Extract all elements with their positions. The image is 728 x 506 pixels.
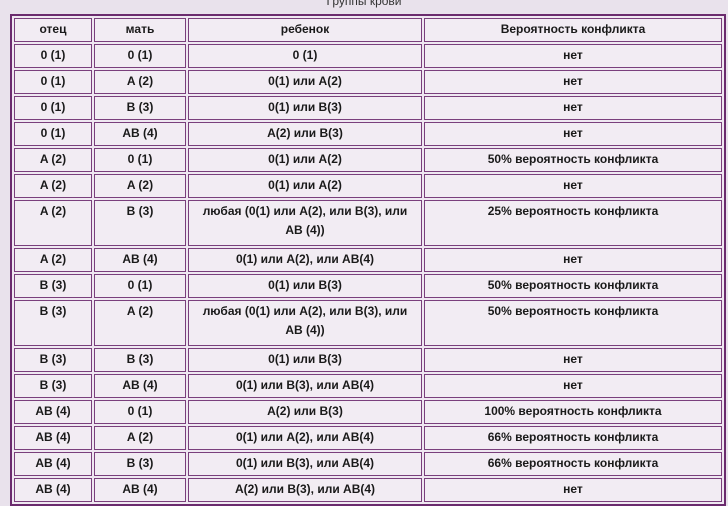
cell-mother: 0 (1) bbox=[94, 148, 186, 172]
header-child: ребенок bbox=[188, 18, 422, 42]
cell-mother: A (2) bbox=[94, 174, 186, 198]
cell-child: 0(1) или B(3), или AB(4) bbox=[188, 452, 422, 476]
cell-child: 0(1) или B(3), или AB(4) bbox=[188, 374, 422, 398]
table-row: B (3) 0 (1) 0(1) или B(3) 50% вероятност… bbox=[14, 274, 722, 298]
cell-father: 0 (1) bbox=[14, 122, 92, 146]
cell-mother: AB (4) bbox=[94, 248, 186, 272]
cell-conflict: нет bbox=[424, 374, 722, 398]
cell-conflict: нет bbox=[424, 122, 722, 146]
cell-conflict: нет bbox=[424, 70, 722, 94]
cell-father: B (3) bbox=[14, 348, 92, 372]
cell-father: A (2) bbox=[14, 174, 92, 198]
cell-conflict: нет bbox=[424, 174, 722, 198]
cell-child: 0 (1) bbox=[188, 44, 422, 68]
cell-mother: A (2) bbox=[94, 426, 186, 450]
cell-mother: B (3) bbox=[94, 96, 186, 120]
cell-conflict: нет bbox=[424, 348, 722, 372]
table-row: AB (4) 0 (1) A(2) или B(3) 100% вероятно… bbox=[14, 400, 722, 424]
cell-child: A(2) или B(3) bbox=[188, 400, 422, 424]
cell-conflict: нет bbox=[424, 96, 722, 120]
cell-mother: 0 (1) bbox=[94, 44, 186, 68]
cell-father: 0 (1) bbox=[14, 70, 92, 94]
cell-mother: AB (4) bbox=[94, 374, 186, 398]
cell-conflict: нет bbox=[424, 478, 722, 502]
cell-child: A(2) или B(3), или AB(4) bbox=[188, 478, 422, 502]
cell-conflict: 66% вероятность конфликта bbox=[424, 426, 722, 450]
table-row: B (3) AB (4) 0(1) или B(3), или AB(4) не… bbox=[14, 374, 722, 398]
cell-father: A (2) bbox=[14, 200, 92, 246]
table-row: AB (4) B (3) 0(1) или B(3), или AB(4) 66… bbox=[14, 452, 722, 476]
cell-father: A (2) bbox=[14, 148, 92, 172]
table-row: B (3) B (3) 0(1) или B(3) нет bbox=[14, 348, 722, 372]
cell-conflict: 25% вероятность конфликта bbox=[424, 200, 722, 246]
cell-conflict: 50% вероятность конфликта bbox=[424, 148, 722, 172]
cell-child: 0(1) или A(2) bbox=[188, 148, 422, 172]
table-row: 0 (1) 0 (1) 0 (1) нет bbox=[14, 44, 722, 68]
cell-mother: 0 (1) bbox=[94, 400, 186, 424]
cell-mother: B (3) bbox=[94, 348, 186, 372]
table-row: 0 (1) A (2) 0(1) или A(2) нет bbox=[14, 70, 722, 94]
cell-child: 0(1) или B(3) bbox=[188, 96, 422, 120]
table-caption: Группы крови bbox=[326, 0, 402, 8]
cell-child: 0(1) или A(2) bbox=[188, 70, 422, 94]
cell-father: AB (4) bbox=[14, 426, 92, 450]
blood-type-table: отец мать ребенок Вероятность конфликта … bbox=[10, 14, 726, 506]
table-row: AB (4) A (2) 0(1) или A(2), или AB(4) 66… bbox=[14, 426, 722, 450]
table-header-row: отец мать ребенок Вероятность конфликта bbox=[14, 18, 722, 42]
cell-father: B (3) bbox=[14, 274, 92, 298]
table-row: AB (4) AB (4) A(2) или B(3), или AB(4) н… bbox=[14, 478, 722, 502]
cell-mother: B (3) bbox=[94, 200, 186, 246]
cell-child: 0(1) или A(2), или AB(4) bbox=[188, 248, 422, 272]
cell-father: B (3) bbox=[14, 300, 92, 346]
table-row: A (2) B (3) любая (0(1) или A(2), или B(… bbox=[14, 200, 722, 246]
table-body: 0 (1) 0 (1) 0 (1) нет 0 (1) A (2) 0(1) и… bbox=[14, 44, 722, 502]
cell-conflict: нет bbox=[424, 248, 722, 272]
cell-mother: AB (4) bbox=[94, 122, 186, 146]
header-mother: мать bbox=[94, 18, 186, 42]
cell-conflict: нет bbox=[424, 44, 722, 68]
cell-mother: AB (4) bbox=[94, 478, 186, 502]
table-row: A (2) AB (4) 0(1) или A(2), или AB(4) не… bbox=[14, 248, 722, 272]
cell-conflict: 50% вероятность конфликта bbox=[424, 274, 722, 298]
cell-child: 0(1) или A(2) bbox=[188, 174, 422, 198]
cell-child: A(2) или B(3) bbox=[188, 122, 422, 146]
cell-child: 0(1) или B(3) bbox=[188, 274, 422, 298]
cell-father: A (2) bbox=[14, 248, 92, 272]
cell-child: 0(1) или A(2), или AB(4) bbox=[188, 426, 422, 450]
table-row: A (2) A (2) 0(1) или A(2) нет bbox=[14, 174, 722, 198]
cell-father: 0 (1) bbox=[14, 44, 92, 68]
cell-child: 0(1) или B(3) bbox=[188, 348, 422, 372]
cell-child: любая (0(1) или A(2), или B(3), или AB (… bbox=[188, 300, 422, 346]
cell-father: B (3) bbox=[14, 374, 92, 398]
cell-father: 0 (1) bbox=[14, 96, 92, 120]
cell-conflict: 100% вероятность конфликта bbox=[424, 400, 722, 424]
cell-conflict: 66% вероятность конфликта bbox=[424, 452, 722, 476]
cell-father: AB (4) bbox=[14, 452, 92, 476]
table-row: 0 (1) AB (4) A(2) или B(3) нет bbox=[14, 122, 722, 146]
table-row: A (2) 0 (1) 0(1) или A(2) 50% вероятност… bbox=[14, 148, 722, 172]
cell-father: AB (4) bbox=[14, 400, 92, 424]
cell-mother: B (3) bbox=[94, 452, 186, 476]
cell-child: любая (0(1) или A(2), или B(3), или AB (… bbox=[188, 200, 422, 246]
cell-father: AB (4) bbox=[14, 478, 92, 502]
cell-mother: 0 (1) bbox=[94, 274, 186, 298]
cell-mother: A (2) bbox=[94, 70, 186, 94]
cell-conflict: 50% вероятность конфликта bbox=[424, 300, 722, 346]
table-row: B (3) A (2) любая (0(1) или A(2), или B(… bbox=[14, 300, 722, 346]
table-row: 0 (1) B (3) 0(1) или B(3) нет bbox=[14, 96, 722, 120]
cell-mother: A (2) bbox=[94, 300, 186, 346]
header-father: отец bbox=[14, 18, 92, 42]
header-conflict: Вероятность конфликта bbox=[424, 18, 722, 42]
